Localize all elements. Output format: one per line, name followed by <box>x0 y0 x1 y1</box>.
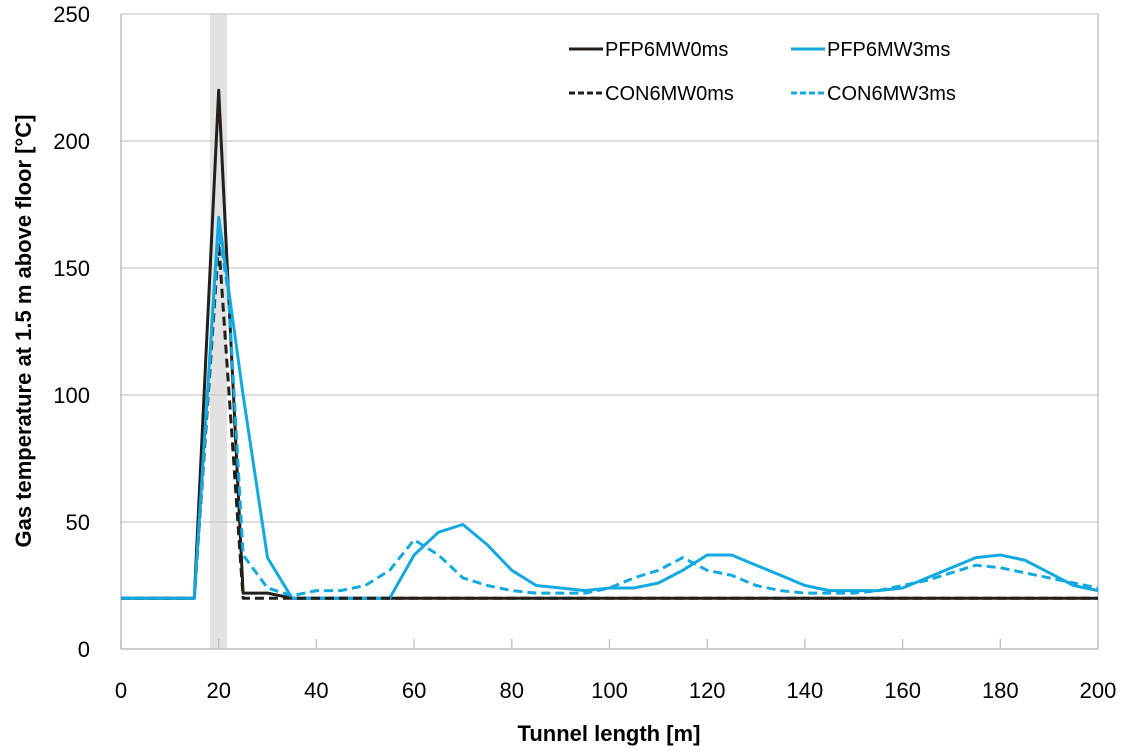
legend-label: CON6MW3ms <box>827 83 956 105</box>
y-tick-label: 0 <box>78 637 90 662</box>
x-tick-label: 0 <box>115 678 127 703</box>
y-tick-labels: 0 50 100 150 200 250 <box>53 2 90 662</box>
x-tick-label: 180 <box>982 678 1019 703</box>
x-tick-label: 20 <box>206 678 230 703</box>
x-axis-title: Tunnel length [m] <box>518 721 701 746</box>
gridlines <box>121 13 1098 523</box>
x-tick-label: 120 <box>689 678 726 703</box>
x-tick-label: 160 <box>884 678 921 703</box>
legend-label: CON6MW0ms <box>605 83 734 105</box>
x-tick-label: 60 <box>402 678 426 703</box>
legend-label: PFP6MW3ms <box>827 39 950 61</box>
series-line-PFP6MW3ms <box>121 215 1099 600</box>
series-line-CON6MW3ms <box>121 228 1099 600</box>
x-tick-label: 200 <box>1080 678 1117 703</box>
legend: PFP6MW0ms PFP6MW3ms CON6MW0ms CON6MW3ms <box>569 39 956 105</box>
y-tick-label: 100 <box>53 383 90 408</box>
y-axis-title: Gas temperature at 1.5 m above floor [°C… <box>11 114 36 547</box>
y-tick-label: 200 <box>53 129 90 154</box>
axes <box>120 14 1099 650</box>
y-tick-label: 250 <box>53 2 90 27</box>
x-tick-label: 80 <box>500 678 524 703</box>
x-tick-label: 100 <box>591 678 628 703</box>
series-line-CON6MW0ms <box>121 241 1098 600</box>
x-tick-label: 140 <box>787 678 824 703</box>
y-tick-label: 50 <box>66 510 90 535</box>
x-tick-labels: 0 20 40 60 80 100 120 140 160 180 200 <box>115 678 1116 703</box>
y-tick-label: 150 <box>53 256 90 281</box>
x-tick-label: 40 <box>304 678 328 703</box>
series-lines <box>121 88 1099 600</box>
legend-label: PFP6MW0ms <box>605 39 728 61</box>
